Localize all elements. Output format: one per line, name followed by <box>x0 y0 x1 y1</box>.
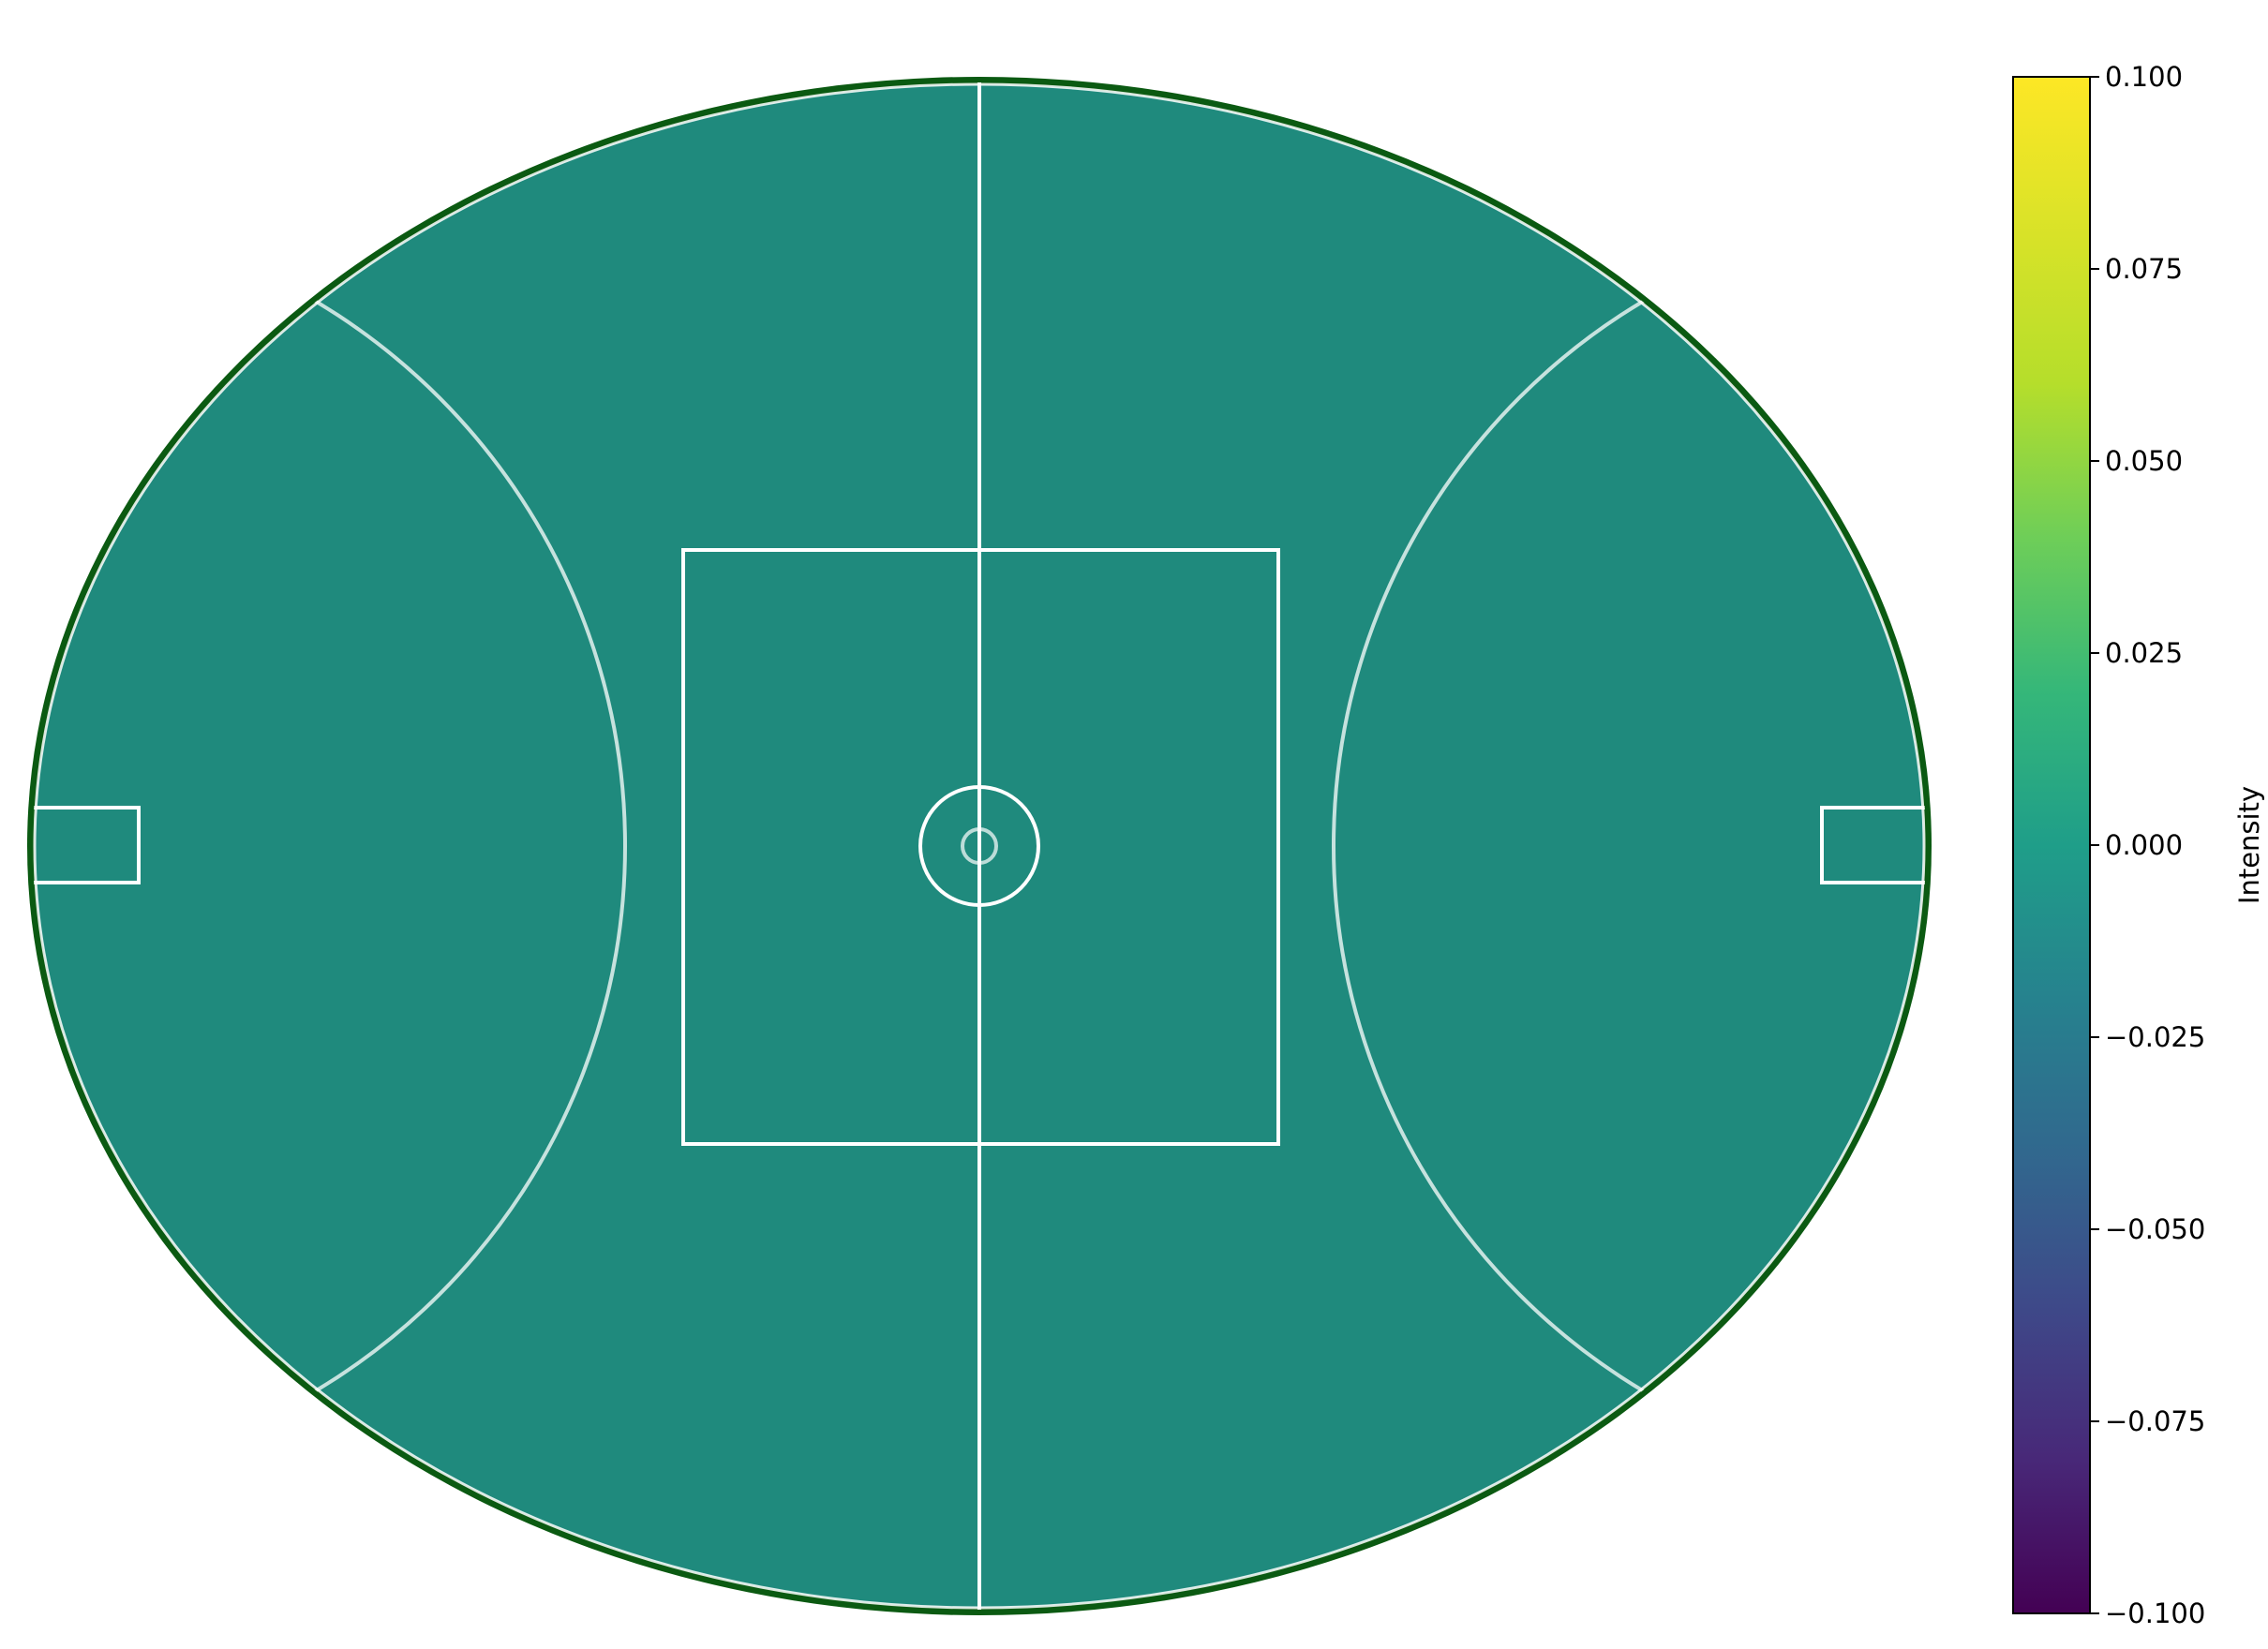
right-arc <box>1332 210 1926 1482</box>
colorbar-tick-label: −0.075 <box>2105 1405 2205 1437</box>
colorbar-tick-label: 0.050 <box>2105 445 2183 477</box>
right-goal-square <box>1820 806 1926 884</box>
colorbar-tick-label: 0.000 <box>2105 829 2183 861</box>
left-arc <box>33 210 627 1482</box>
colorbar-tick-label: −0.100 <box>2105 1597 2205 1629</box>
colorbar-tick-label: −0.050 <box>2105 1213 2205 1245</box>
colorbar: −0.100 −0.075 −0.050 −0.025 0.000 0.025 0.050 0… <box>2012 61 2265 1629</box>
colorbar-label: Intensity <box>2233 786 2265 904</box>
colorbar-tick-label: 0.100 <box>2105 61 2183 93</box>
colorbar-gradient <box>2012 76 2091 1614</box>
center-circle-inner <box>961 827 998 865</box>
colorbar-tick-label: 0.025 <box>2105 637 2183 669</box>
field <box>27 77 1932 1615</box>
center-circle-outer <box>918 785 1040 907</box>
colorbar-tick-label: 0.075 <box>2105 253 2183 285</box>
colorbar-tick-label: −0.025 <box>2105 1021 2205 1053</box>
colorbar-ticks: −0.100 −0.075 −0.050 −0.025 0.000 0.025 0.050 0… <box>2090 61 2205 1629</box>
left-goal-square <box>33 806 141 884</box>
field-markings <box>33 82 1926 1610</box>
center-square <box>681 548 1280 1146</box>
